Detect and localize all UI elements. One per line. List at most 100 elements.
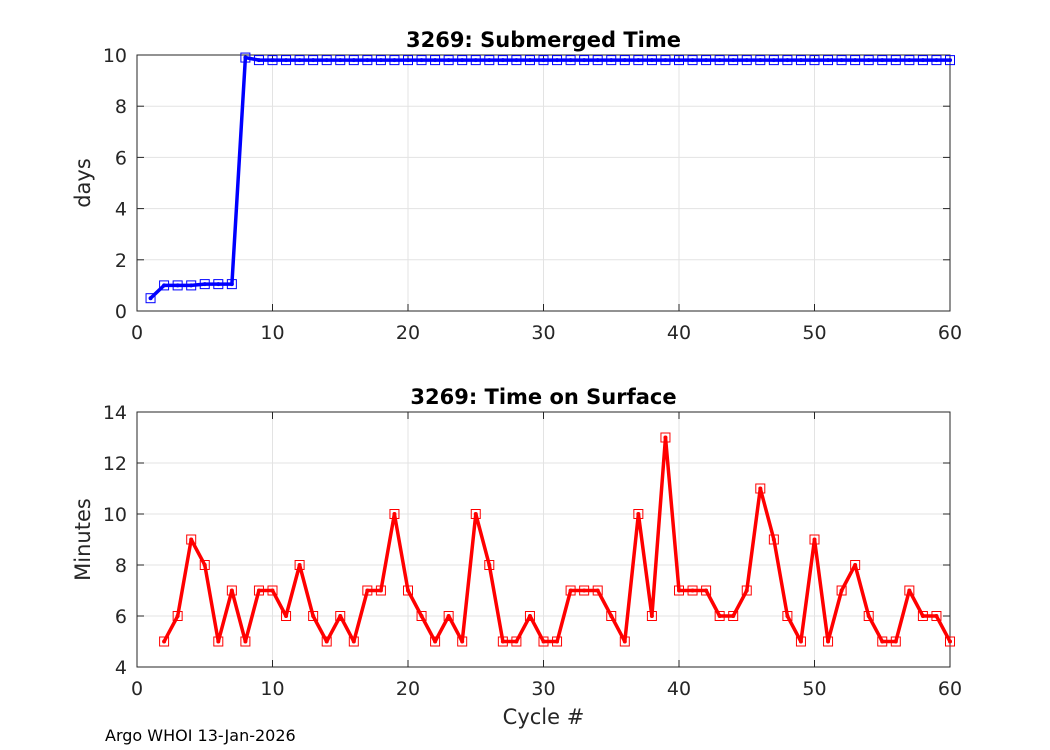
chart0-data-point [945,55,955,66]
chart0-xtick-label: 20 [396,322,420,344]
chart1-data-point [403,585,413,596]
chart1-data-dot [812,537,817,542]
chart1-data-dot [555,639,560,644]
chart0-data-point [917,55,928,66]
chart1-data-point [646,611,657,621]
chart1-ytick-label: 10 [103,504,127,526]
chart0-data-dot [189,283,194,288]
chart1-title: 3269: Time on Surface [410,385,676,409]
chart1-data-point [524,611,535,621]
chart1-data-dot [202,563,207,567]
chart1-data-dot [378,588,383,593]
chart0-ytick-label: 4 [115,199,127,221]
chart1-data-point [945,636,955,647]
chart0-data-dot [717,58,722,63]
chart0-ytick-label: 6 [115,147,127,169]
chart0-data-point [416,55,427,66]
chart0-data-dot [148,296,153,301]
chart1-data-point [782,611,793,621]
chart0-data-point [538,55,549,66]
chart1-data-dot [243,639,248,644]
chart1-data-point [565,585,576,596]
chart0-xtick-label: 0 [131,322,143,344]
chart1-data-point [660,432,671,443]
chart1-data-point [416,611,427,621]
chart0-data-dot [500,58,505,63]
chart1-data-dot [731,614,736,618]
chart1-data-dot [690,588,695,593]
chart0-data-dot [609,58,614,63]
chart0-data-dot [202,282,207,287]
chart0-data-point [389,55,400,66]
chart1-xtick-label: 30 [531,678,555,700]
chart1-data-dot [311,614,316,618]
chart1-data-dot [229,588,234,593]
chart0-data-dot [243,55,248,60]
chart1-data-point [430,636,441,647]
chart0-data-dot [270,58,275,63]
chart1-data-dot [473,512,478,516]
chart1-data-dot [717,614,722,618]
chart0-data-point [809,55,820,66]
chart0-xtick-label: 50 [802,322,826,344]
chart0-ylabel: days [71,158,95,208]
chart1-data-point [904,585,915,596]
chart0-data-dot [893,58,898,63]
chart0-data-dot [555,58,560,63]
chart1-data-dot [595,588,600,593]
chart1-data-dot [433,639,438,644]
chart1-xtick-label: 0 [131,678,143,700]
chart0-data-point [660,55,671,66]
chart0-data-point [823,55,834,66]
chart0-data-dot [514,58,519,63]
chart0-data-dot [812,58,817,63]
chart0-data-point [443,55,454,66]
chart0-data-dot [284,58,289,63]
chart0-data-point [281,55,292,66]
chart0-data-dot [622,58,627,63]
chart0-data-point [524,55,535,66]
chart1-data-dot [162,639,167,644]
chart0-data-point [484,55,495,66]
chart1-data-dot [324,639,329,644]
chart1-data-dot [798,639,803,644]
chart1-data-dot [934,614,939,618]
chart0-data-dot [541,58,546,63]
chart1-data-point [890,636,901,647]
chart1-data-point [240,636,251,647]
chart0-data-dot [907,58,912,63]
chart1-data-dot [907,588,912,593]
chart0-data-point [213,279,224,290]
chart0-data-point [701,55,712,66]
chart1-data-dot [487,563,492,567]
chart1-data-point [443,611,454,621]
chart1-data-dot [514,639,519,644]
chart0-data-point [877,55,888,66]
chart1-data-point [674,585,684,596]
chart1-data-point [186,534,197,545]
chart1-data-point [497,636,508,647]
chart1-data-point [863,611,874,621]
chart1-data-dot [175,614,180,618]
chart0-data-dot [297,58,302,63]
chart0-data-dot [392,58,397,63]
chart0-data-point [226,279,237,290]
chart1-data-dot [744,588,749,593]
chart0-data-dot [798,58,803,63]
chart1-xtick-label: 50 [802,678,826,700]
chart0-data-point [145,293,156,304]
chart0-data-point [728,55,739,66]
chart1-data-point [511,636,522,647]
chart0-xtick-label: 40 [667,322,691,344]
chart0-data-point [674,55,684,66]
chart1-data-dot [649,614,654,618]
chart1-data-dot [365,588,370,593]
chart1-data-dot [284,614,289,618]
chart0-data-dot [677,58,681,63]
chart0-data-point [768,55,779,66]
chart0-data-dot [826,58,831,63]
chart0-data-point [240,52,251,63]
chart0-data-point [172,280,183,291]
chart0-data-dot [162,283,167,288]
